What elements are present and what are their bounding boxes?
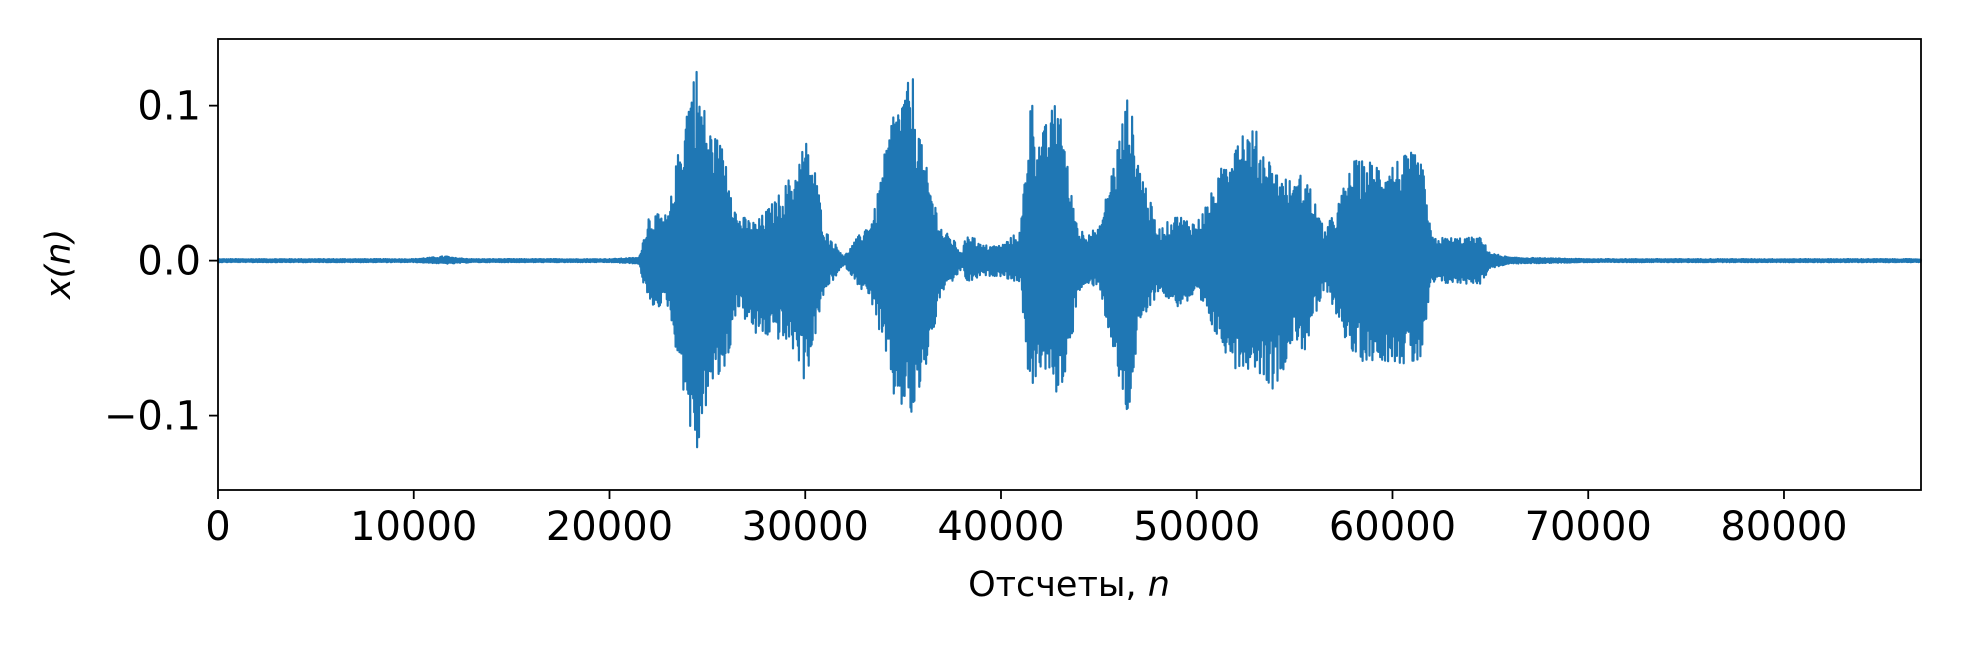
y-axis-label: x(n) (39, 229, 79, 300)
x-axis-label: Отсчеты, n (968, 565, 1170, 605)
plot-frame (217, 38, 1922, 491)
plot-area (216, 70, 1923, 449)
x-tick-label: 40000 (937, 504, 1064, 550)
x-tick-label: 50000 (1133, 504, 1260, 550)
x-tick-label: 80000 (1720, 504, 1847, 550)
y-axis-ticks: −0.1 0.0 0.1 (104, 84, 218, 440)
x-axis-ticks: 0 10000 20000 30000 40000 50000 60000 70000 8000… (205, 490, 1848, 550)
y-tick-label: 0.1 (137, 84, 201, 130)
y-tick-label: −0.1 (104, 394, 201, 440)
y-tick-label: 0.0 (137, 239, 201, 285)
x-tick-label: 30000 (742, 504, 869, 550)
x-tick-label: 10000 (350, 504, 477, 550)
waveform-series-line (216, 70, 1923, 449)
x-tick-label: 60000 (1329, 504, 1456, 550)
x-tick-label: 70000 (1525, 504, 1652, 550)
x-tick-label: 20000 (546, 504, 673, 550)
x-tick-label: 0 (205, 504, 230, 550)
